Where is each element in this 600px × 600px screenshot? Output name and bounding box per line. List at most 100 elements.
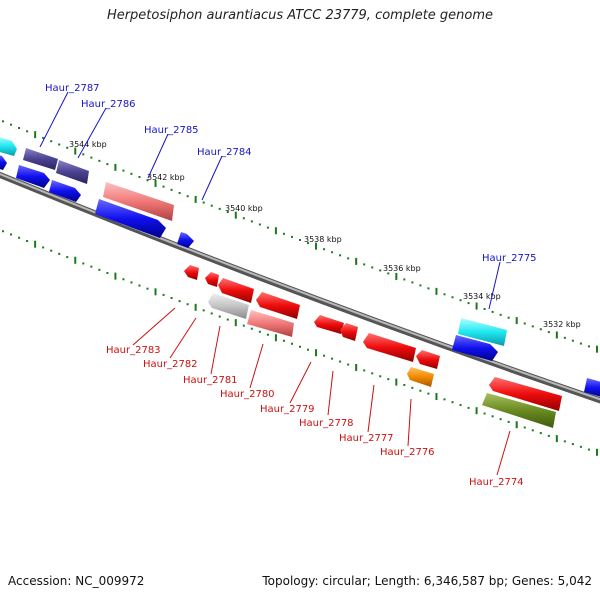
minor-tick	[483, 307, 486, 310]
gene-arrow[interactable]	[103, 182, 174, 221]
major-tick	[114, 272, 117, 280]
minor-tick	[539, 432, 542, 435]
gene-label-haur-2785[interactable]: Haur_2785	[144, 125, 199, 136]
gene-arrow[interactable]	[584, 378, 600, 398]
gene-arrow[interactable]	[205, 272, 219, 287]
minor-tick	[42, 136, 45, 139]
minor-tick	[10, 233, 13, 236]
minor-tick	[42, 246, 45, 249]
minor-tick	[379, 375, 382, 378]
minor-tick	[531, 325, 534, 328]
major-tick	[194, 195, 197, 203]
gene-arrow[interactable]	[0, 154, 7, 170]
minor-tick	[443, 293, 446, 296]
gene-arrow[interactable]	[247, 310, 294, 337]
minor-tick	[170, 297, 173, 300]
minor-tick	[282, 339, 285, 342]
minor-tick	[66, 146, 69, 149]
gene-arrow[interactable]	[416, 350, 440, 369]
minor-tick	[226, 318, 229, 321]
minor-tick	[58, 143, 61, 146]
gene-arrow[interactable]	[482, 393, 556, 428]
bottom-leader-lines	[132, 307, 511, 476]
major-tick	[234, 319, 237, 327]
major-tick	[34, 131, 37, 139]
gene-arrow[interactable]	[218, 278, 254, 303]
gene-arrow[interactable]	[407, 367, 434, 387]
minor-tick	[523, 426, 526, 429]
major-tick	[475, 302, 478, 310]
minor-tick	[579, 445, 582, 448]
kbp-label-3538: 3538 kbp	[304, 235, 342, 244]
major-tick	[435, 392, 438, 400]
major-tick	[555, 435, 558, 443]
gene-arrow[interactable]	[95, 199, 166, 238]
gene-arrow[interactable]	[0, 136, 17, 156]
kbp-label-3540: 3540 kbp	[225, 204, 263, 213]
gene-label-haur-2781[interactable]: Haur_2781	[183, 375, 238, 386]
minor-tick	[427, 392, 430, 395]
gene-arrow[interactable]	[314, 315, 344, 334]
major-tick	[74, 147, 77, 155]
minor-tick	[258, 330, 261, 333]
gene-label-haur-2779[interactable]: Haur_2779	[260, 404, 315, 415]
forward-features	[0, 136, 600, 398]
minor-tick	[186, 195, 189, 198]
gene-arrow[interactable]	[256, 292, 300, 319]
gene-arrow[interactable]	[208, 293, 249, 319]
gene-arrow[interactable]	[340, 323, 358, 341]
minor-tick	[539, 328, 542, 331]
minor-tick	[379, 269, 382, 272]
minor-tick	[507, 316, 510, 319]
minor-tick	[90, 156, 93, 159]
gene-label-haur-2775[interactable]: Haur_2775	[482, 253, 537, 264]
kbp-label-3536: 3536 kbp	[383, 264, 421, 273]
gene-label-haur-2774[interactable]: Haur_2774	[469, 477, 524, 488]
gene-label-haur-2777[interactable]: Haur_2777	[339, 433, 394, 444]
gene-arrow[interactable]	[452, 335, 498, 361]
major-tick	[274, 227, 277, 235]
gene-arrow[interactable]	[184, 265, 199, 280]
gene-arrow[interactable]	[458, 318, 507, 346]
minor-tick	[331, 251, 334, 254]
minor-tick	[491, 310, 494, 313]
kbp-label-3532: 3532 kbp	[543, 320, 581, 329]
minor-tick	[66, 256, 69, 259]
minor-tick	[307, 242, 310, 245]
minor-tick	[170, 188, 173, 191]
minor-tick	[371, 266, 374, 269]
minor-tick	[266, 226, 269, 229]
minor-tick	[130, 281, 133, 284]
gene-arrow[interactable]	[363, 333, 416, 362]
minor-tick	[162, 293, 165, 296]
minor-tick	[331, 357, 334, 360]
minor-tick	[387, 378, 390, 381]
gene-label-haur-2778[interactable]: Haur_2778	[299, 418, 354, 429]
minor-tick	[82, 153, 85, 156]
gene-label-haur-2784[interactable]: Haur_2784	[197, 147, 252, 158]
major-tick	[595, 345, 598, 353]
minor-tick	[411, 281, 414, 284]
gene-arrow[interactable]	[489, 377, 562, 411]
gene-arrow[interactable]	[56, 160, 89, 184]
gene-label-haur-2776[interactable]: Haur_2776	[380, 447, 435, 458]
minor-tick	[523, 322, 526, 325]
minor-tick	[138, 284, 141, 287]
gene-label-haur-2780[interactable]: Haur_2780	[220, 389, 275, 400]
gene-label-haur-2783[interactable]: Haur_2783	[106, 345, 161, 356]
topology-text: Topology: circular; Length: 6,346,587 bp…	[262, 574, 592, 588]
gene-arrow[interactable]	[23, 148, 58, 170]
minor-tick	[2, 230, 5, 233]
minor-tick	[587, 448, 590, 451]
gene-label-haur-2786[interactable]: Haur_2786	[81, 99, 136, 110]
major-tick	[475, 407, 478, 415]
gene-label-haur-2782[interactable]: Haur_2782	[143, 359, 198, 370]
gene-arrow[interactable]	[177, 232, 194, 248]
gene-label-haur-2787[interactable]: Haur_2787	[45, 83, 100, 94]
gene-arrow[interactable]	[49, 180, 81, 202]
minor-tick	[499, 313, 502, 316]
gene-arrow[interactable]	[16, 165, 50, 188]
minor-tick	[339, 254, 342, 257]
major-tick	[315, 242, 318, 250]
